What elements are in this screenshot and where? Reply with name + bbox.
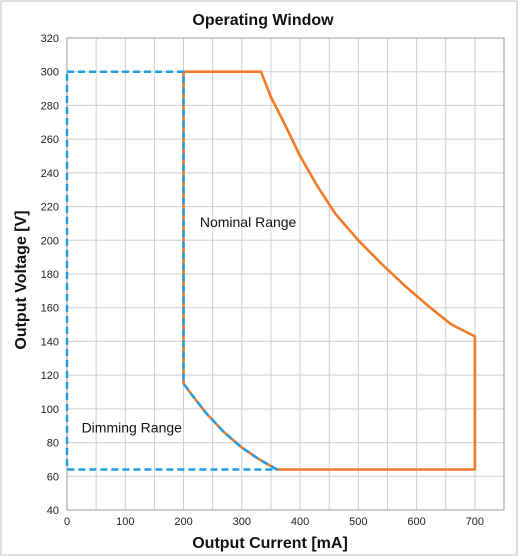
dimming-range-line [65, 70, 279, 471]
y-tick-label: 280 [41, 100, 59, 112]
x-tick-label: 300 [233, 516, 251, 528]
y-tick-label: 120 [41, 370, 59, 382]
y-tick-label: 80 [47, 438, 59, 450]
x-tick-label: 0 [64, 516, 70, 528]
y-tick-label: 240 [41, 168, 59, 180]
y-tick-label: 100 [41, 404, 59, 416]
y-tick-label: 300 [41, 67, 59, 79]
y-tick-label: 260 [41, 134, 59, 146]
x-axis-title: Output Current [mA] [192, 535, 348, 552]
nominal-range-label: Nominal Range [200, 214, 297, 230]
y-tick-label: 220 [41, 202, 59, 214]
series-lines [65, 70, 477, 471]
x-tick-label: 600 [407, 516, 425, 528]
y-tick-label: 140 [41, 336, 59, 348]
y-tick-label: 320 [41, 33, 59, 45]
x-tick-label: 100 [116, 516, 134, 528]
x-tick-label: 200 [174, 516, 192, 528]
x-tick-label: 400 [291, 516, 309, 528]
tick-labels: 0 100 200 300 400 500 600 700 40 60 80 100 120 140 160… [41, 33, 484, 528]
chart-title: Operating Window [192, 12, 334, 29]
y-tick-label: 160 [41, 303, 59, 315]
annotations: Nominal Range Dimming Range [82, 214, 297, 436]
y-tick-label: 200 [41, 235, 59, 247]
x-tick-label: 700 [466, 516, 484, 528]
x-tick-label: 500 [349, 516, 367, 528]
y-tick-label: 40 [47, 505, 59, 517]
dimming-range-label: Dimming Range [82, 419, 183, 435]
y-tick-label: 60 [47, 471, 59, 483]
y-axis-title: Output Voltage [V] [13, 210, 30, 349]
y-tick-label: 180 [41, 269, 59, 281]
